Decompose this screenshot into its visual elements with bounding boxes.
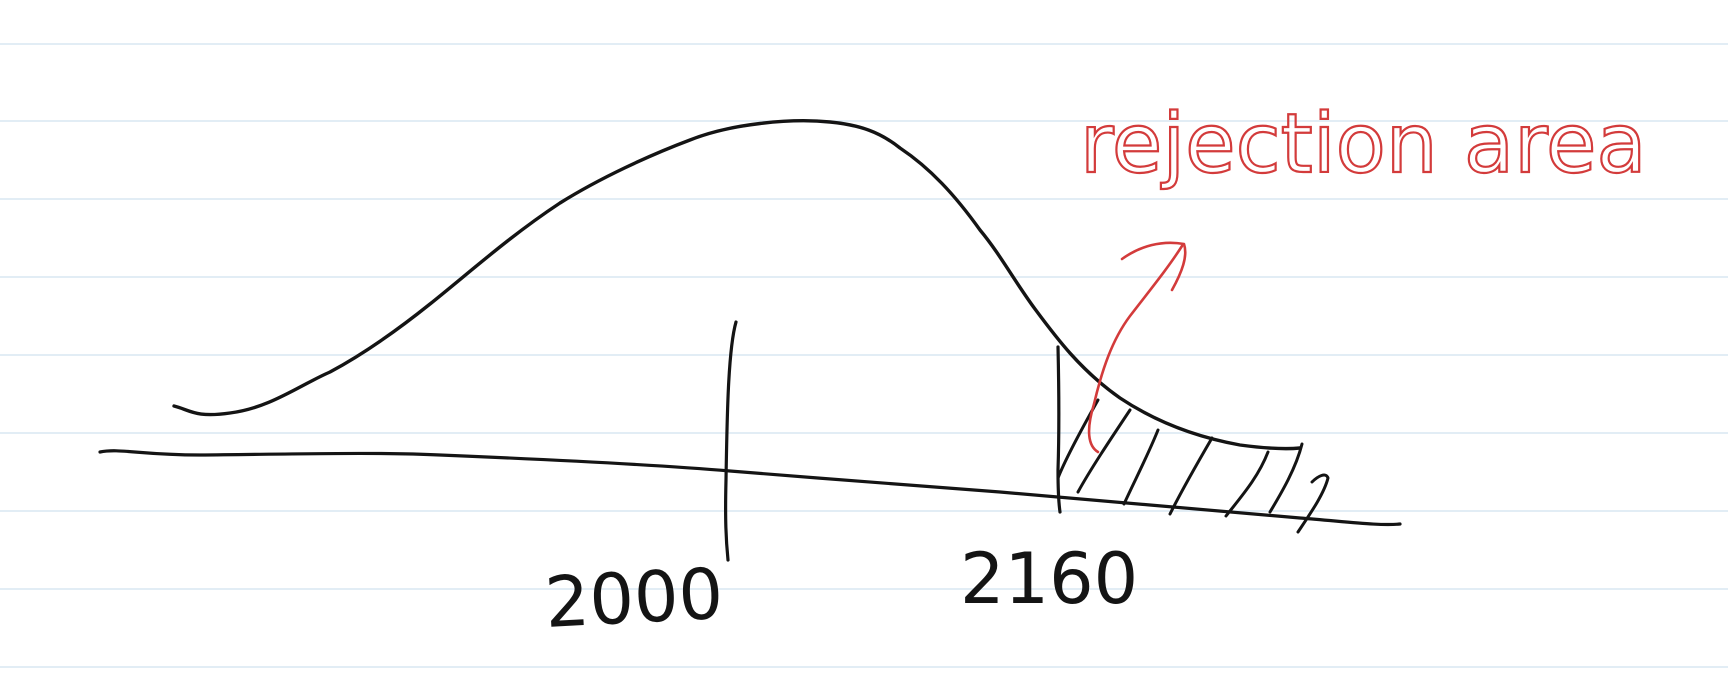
horizontal-axis bbox=[98, 449, 1402, 527]
hatch-stroke bbox=[1224, 450, 1270, 518]
bell-curve bbox=[172, 119, 1302, 451]
critical-marker-line bbox=[1056, 345, 1062, 514]
hatch-stroke bbox=[1296, 473, 1330, 534]
hatch-stroke bbox=[1076, 408, 1132, 494]
rejection-hatching bbox=[1056, 398, 1330, 534]
hatch-stroke bbox=[1168, 436, 1214, 516]
ruled-lines bbox=[0, 43, 1728, 668]
critical-value-label: 2160 bbox=[960, 538, 1138, 620]
mean-value-label: 2000 bbox=[543, 553, 725, 644]
hatch-stroke bbox=[1122, 428, 1160, 506]
rejection-area-label: rejection area bbox=[1080, 97, 1647, 192]
annotation-arrow-head bbox=[1120, 241, 1187, 292]
annotation-arrow-shaft bbox=[1087, 244, 1184, 454]
mean-marker-line bbox=[724, 320, 738, 562]
hatch-stroke bbox=[1268, 442, 1304, 514]
